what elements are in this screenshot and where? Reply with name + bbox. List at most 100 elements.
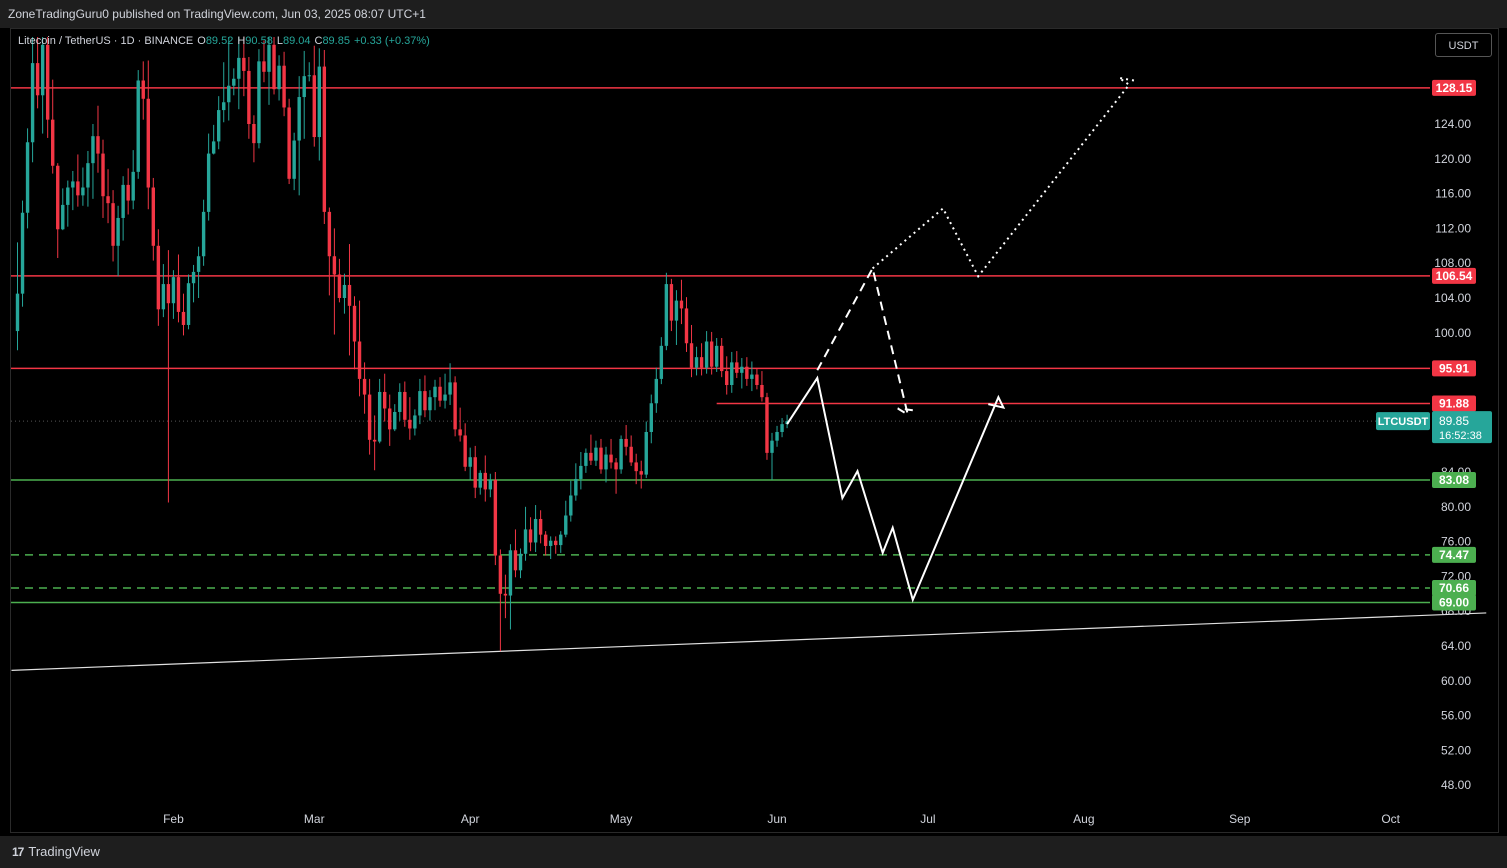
candle-body: [483, 472, 487, 490]
candle-body: [589, 452, 593, 461]
candle-body: [433, 386, 437, 398]
candle-body: [302, 76, 306, 98]
candle: [528, 517, 533, 552]
candle-body: [131, 171, 135, 201]
candle: [413, 409, 417, 436]
time-tick-label: Jun: [767, 812, 786, 826]
candle-body: [51, 119, 55, 166]
candle: [81, 167, 85, 206]
candle-body: [413, 415, 417, 429]
candle: [40, 37, 45, 134]
price-tick-label: 116.00: [1435, 187, 1471, 201]
projection-path-dotted: [871, 76, 1135, 279]
symbol-legend[interactable]: Litecoin / TetherUS · 1D · BINANCE O89.5…: [18, 35, 430, 47]
candle-body: [408, 419, 412, 429]
tradingview-brand[interactable]: 17 TradingView: [12, 844, 100, 859]
candle-body: [574, 478, 578, 496]
symbol-tag-text: LTCUSDT: [1378, 416, 1429, 428]
candle: [342, 273, 347, 314]
candle-body: [554, 540, 558, 546]
candle-body: [282, 65, 286, 108]
candle: [257, 49, 261, 149]
price-tag-69.00: 69.00: [1432, 594, 1476, 611]
candle: [458, 407, 462, 442]
candle: [217, 96, 221, 150]
candle: [478, 470, 482, 495]
candle-body: [418, 391, 422, 416]
open-label: O: [197, 35, 206, 47]
candle-body: [725, 371, 729, 385]
candle: [393, 404, 397, 432]
candle-body: [518, 553, 523, 571]
candle-body: [40, 44, 45, 96]
candle-body: [674, 300, 679, 321]
candle: [609, 438, 613, 469]
candle-body: [629, 446, 633, 463]
time-axis[interactable]: Feb Mar Apr May Jun Jul Aug Sep Oct: [163, 812, 1401, 826]
candle-body: [594, 447, 598, 461]
candle: [196, 246, 201, 298]
currency-button[interactable]: USDT: [1435, 33, 1492, 57]
candle: [56, 163, 60, 258]
candle: [382, 373, 387, 422]
candle: [146, 60, 150, 210]
candle: [181, 293, 186, 336]
candle: [297, 76, 301, 196]
time-tick-label: May: [610, 812, 633, 826]
candle: [403, 381, 407, 427]
price-tag-text: 83.08: [1439, 473, 1469, 487]
candle-body: [206, 153, 211, 212]
symbol-name[interactable]: Litecoin / TetherUS · 1D · BINANCE: [18, 35, 194, 47]
candle: [237, 37, 241, 110]
candle-body: [287, 107, 291, 179]
price-tick-label: 120.00: [1434, 152, 1471, 166]
candle: [614, 458, 618, 494]
candle-body: [106, 196, 110, 204]
candle-body: [443, 394, 447, 401]
candle-body: [478, 472, 482, 488]
candle-body: [362, 378, 367, 395]
candle-body: [393, 411, 397, 430]
candle-body: [468, 457, 472, 467]
candle-body: [709, 341, 714, 367]
candle-body: [533, 518, 538, 543]
candle-body: [156, 245, 161, 310]
candle-body: [186, 283, 191, 325]
candle-body: [453, 382, 457, 430]
candle-body: [222, 102, 226, 111]
candle: [347, 244, 352, 356]
price-tick-label: 52.00: [1441, 743, 1471, 757]
candle: [51, 79, 55, 174]
price-tag-bg: [1432, 360, 1476, 377]
candle-body: [211, 141, 216, 154]
candle: [267, 37, 271, 105]
candle: [629, 435, 633, 466]
low-label: L: [276, 35, 283, 47]
close-label: C: [314, 35, 323, 47]
candle-body: [750, 374, 754, 379]
candle: [493, 472, 498, 566]
candle: [775, 425, 779, 447]
candle: [453, 376, 457, 437]
price-tick-label: 76.00: [1441, 535, 1471, 549]
candle-body: [740, 366, 744, 373]
publish-bar: ZoneTradingGuru0 published on TradingVie…: [0, 0, 1507, 28]
candle-body: [694, 357, 699, 368]
price-tag-bg: [1432, 594, 1476, 611]
candle-body: [624, 438, 628, 447]
candle: [543, 531, 548, 556]
candle: [433, 379, 437, 411]
candle-body: [111, 203, 115, 246]
candle: [116, 205, 120, 277]
time-tick-label: Mar: [304, 812, 325, 826]
candle: [186, 274, 191, 330]
candle-body: [141, 80, 145, 99]
price-axis[interactable]: 124.00 120.00 116.00 112.00 108.00 104.00 100.…: [1434, 117, 1471, 792]
candle: [438, 377, 442, 407]
candle: [262, 40, 266, 83]
candle: [684, 297, 689, 352]
candle-body: [201, 211, 206, 257]
candle: [332, 228, 337, 335]
price-tag-70.66: 70.66: [1432, 580, 1476, 597]
